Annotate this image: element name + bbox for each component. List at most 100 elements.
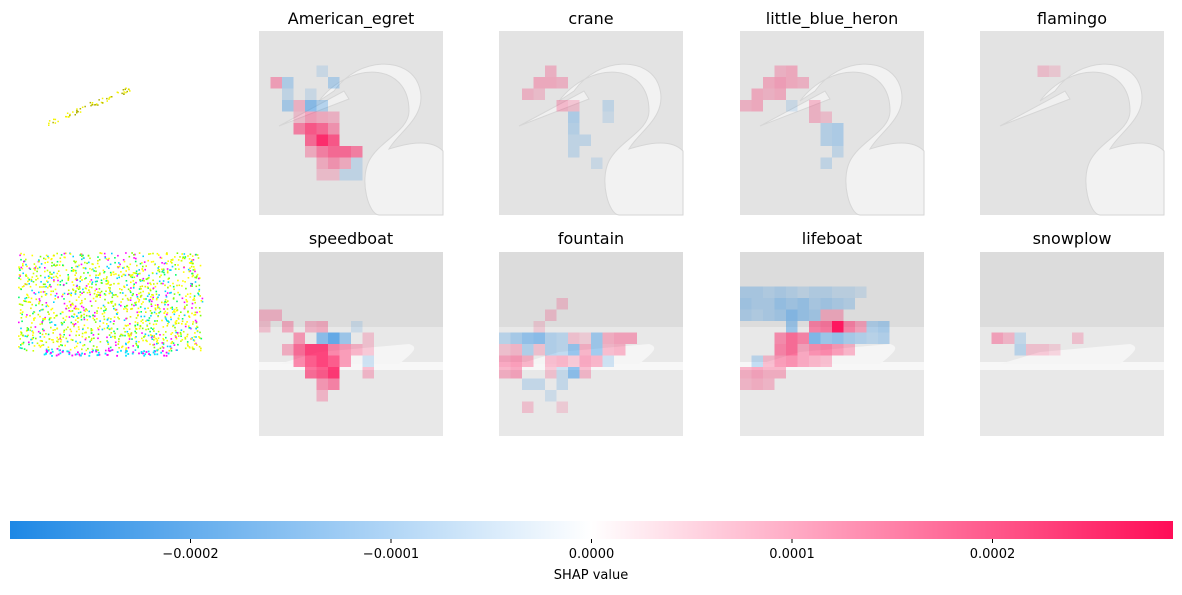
- image-pixel: [147, 277, 149, 280]
- image-pixel: [135, 281, 137, 284]
- shap-cell: [1037, 65, 1049, 77]
- image-pixel: [117, 316, 119, 319]
- image-pixel: [190, 285, 192, 287]
- image-pixel: [90, 339, 93, 341]
- image-pixel: [47, 255, 49, 258]
- image-pixel: [59, 280, 62, 283]
- shap-cell: [786, 332, 798, 344]
- image-pixel: [157, 254, 160, 256]
- image-pixel: [139, 306, 142, 308]
- image-pixel: [110, 273, 113, 275]
- image-pixel: [92, 297, 95, 300]
- image-pixel: [191, 259, 193, 261]
- image-pixel: [134, 260, 137, 263]
- image-pixel: [191, 275, 194, 278]
- image-pixel: [54, 265, 57, 267]
- image-pixel: [75, 265, 77, 268]
- image-pixel: [108, 328, 111, 330]
- image-pixel: [59, 257, 62, 259]
- image-pixel: [68, 353, 71, 356]
- image-pixel: [61, 295, 63, 298]
- shap-cell: [774, 77, 786, 89]
- image-pixel: [125, 91, 127, 94]
- image-pixel: [80, 318, 83, 321]
- image-pixel: [125, 252, 127, 254]
- image-pixel: [53, 279, 55, 281]
- image-pixel: [145, 328, 147, 331]
- shap-cell: [316, 146, 328, 158]
- image-pixel: [57, 338, 60, 341]
- shap-cell: [339, 169, 351, 181]
- image-pixel: [88, 289, 90, 291]
- image-pixel: [108, 347, 110, 350]
- shap-panel: [980, 252, 1164, 436]
- image-pixel: [197, 257, 200, 259]
- image-pixel: [21, 320, 23, 323]
- image-pixel: [124, 88, 126, 91]
- image-pixel: [20, 266, 23, 269]
- image-pixel: [75, 272, 77, 274]
- image-pixel: [132, 285, 135, 287]
- image-pixel: [135, 317, 138, 319]
- image-pixel: [120, 304, 122, 307]
- image-pixel: [87, 254, 90, 257]
- image-pixel: [103, 271, 106, 273]
- image-pixel: [165, 301, 168, 304]
- image-pixel: [53, 254, 55, 257]
- shap-cell: [362, 367, 374, 379]
- image-pixel: [77, 326, 80, 328]
- image-pixel: [118, 262, 120, 264]
- image-pixel: [114, 341, 117, 344]
- image-pixel: [55, 292, 58, 295]
- image-pixel: [91, 102, 94, 104]
- image-pixel: [200, 300, 203, 302]
- image-pixel: [99, 296, 101, 298]
- image-pixel: [198, 336, 200, 338]
- image-pixel: [97, 349, 99, 351]
- shap-cell: [614, 332, 626, 344]
- shap-cell: [305, 344, 317, 356]
- image-pixel: [166, 312, 169, 314]
- image-pixel: [75, 308, 77, 310]
- image-pixel: [191, 272, 193, 275]
- image-pixel: [99, 341, 102, 343]
- image-pixel: [81, 348, 83, 351]
- image-pixel: [48, 120, 51, 122]
- shap-cell: [1049, 344, 1061, 356]
- image-pixel: [109, 271, 112, 274]
- image-pixel: [81, 352, 83, 355]
- image-pixel: [40, 281, 42, 283]
- image-pixel: [148, 319, 150, 322]
- image-pixel: [20, 317, 23, 319]
- image-pixel: [55, 315, 57, 317]
- image-pixel: [89, 280, 91, 283]
- image-pixel: [191, 302, 194, 305]
- image-pixel: [125, 354, 127, 357]
- image-pixel: [42, 318, 44, 320]
- image-pixel: [131, 303, 133, 306]
- image-pixel: [91, 337, 93, 340]
- image-pixel: [67, 276, 70, 278]
- image-pixel: [147, 292, 150, 294]
- image-pixel: [156, 252, 159, 255]
- image-pixel: [123, 260, 126, 263]
- image-pixel: [126, 350, 128, 353]
- image-pixel: [21, 347, 23, 350]
- image-pixel: [59, 336, 62, 339]
- image-pixel: [184, 338, 187, 340]
- image-pixel: [98, 294, 100, 296]
- image-pixel: [140, 320, 142, 323]
- image-pixel: [162, 342, 165, 344]
- image-pixel: [147, 328, 150, 330]
- image-pixel: [124, 294, 127, 297]
- image-pixel: [193, 297, 195, 299]
- image-pixel: [37, 277, 39, 280]
- image-pixel: [62, 317, 65, 320]
- image-pixel: [152, 252, 154, 255]
- image-pixel: [172, 325, 174, 328]
- image-pixel: [188, 346, 191, 348]
- image-pixel: [26, 265, 28, 268]
- image-pixel: [127, 266, 130, 269]
- image-pixel: [171, 311, 174, 314]
- image-pixel: [103, 315, 105, 318]
